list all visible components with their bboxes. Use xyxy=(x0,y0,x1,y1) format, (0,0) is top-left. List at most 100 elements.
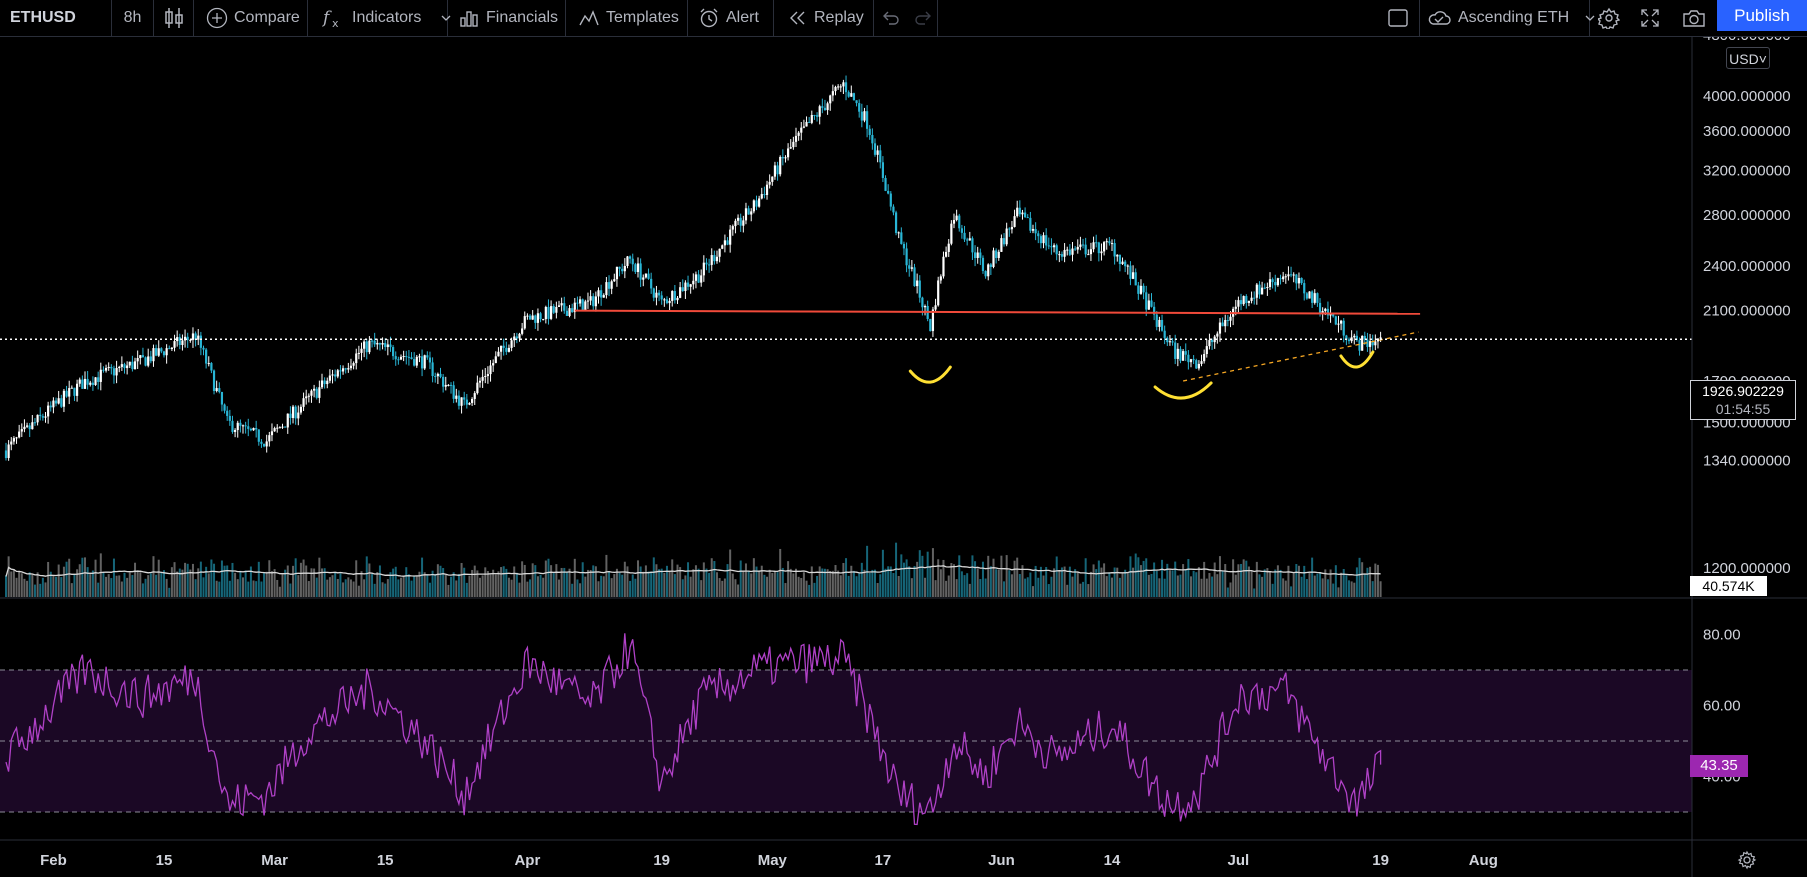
support-line[interactable] xyxy=(1182,331,1419,382)
volume-bar xyxy=(868,572,871,597)
candle xyxy=(397,356,400,365)
annotation-arc[interactable] xyxy=(1153,381,1213,400)
candle xyxy=(1068,244,1071,257)
compare-button[interactable]: Compare xyxy=(194,0,308,36)
candle xyxy=(249,427,252,432)
snapshot-button[interactable] xyxy=(1672,0,1716,36)
volume-bar xyxy=(668,570,671,597)
candle xyxy=(676,296,679,305)
candle xyxy=(626,255,629,269)
candle xyxy=(62,388,66,413)
candle xyxy=(23,419,26,433)
candle xyxy=(1084,237,1087,258)
candle xyxy=(423,354,426,370)
candle xyxy=(128,361,131,368)
chart-canvas[interactable]: 4800.000000 4000.000000 3600.000000 3200.00… xyxy=(0,37,1807,877)
candle xyxy=(12,436,15,445)
volume-bar xyxy=(436,564,439,597)
volume-bar xyxy=(360,571,363,597)
candle xyxy=(576,296,579,311)
volume-bar xyxy=(552,572,555,597)
publish-button[interactable]: Publish xyxy=(1717,0,1807,31)
volume-bar xyxy=(1305,579,1308,597)
volume-bar xyxy=(726,564,729,597)
volume-bar xyxy=(913,565,916,597)
volume-bar xyxy=(176,571,179,597)
volume-bar xyxy=(49,571,52,597)
volume-bar xyxy=(737,584,740,597)
financials-button[interactable]: Financials xyxy=(448,0,566,36)
alert-button[interactable]: Alert xyxy=(688,0,774,36)
candle xyxy=(744,202,748,225)
layout-button[interactable]: Ascending ETH xyxy=(1420,0,1595,36)
volume-bar xyxy=(845,558,848,597)
candle xyxy=(536,308,540,331)
time-axis[interactable]: Feb 15 Mar 15 Apr 19 May 17 Jun 14 Jul 19 Aug xyxy=(40,852,1498,869)
candle xyxy=(652,287,655,302)
volume-bar xyxy=(921,555,924,597)
volume-bar xyxy=(73,574,76,597)
volume-bar xyxy=(423,572,426,597)
candle xyxy=(555,301,558,319)
settings-button[interactable] xyxy=(1590,0,1628,36)
candle xyxy=(244,421,247,434)
volume-bar xyxy=(1153,562,1156,597)
candle xyxy=(729,225,732,253)
chart-settings-gear-icon[interactable] xyxy=(1737,850,1757,870)
volume-bar xyxy=(1005,555,1008,597)
redo-button[interactable] xyxy=(908,0,938,36)
fullscreen-toggle-button[interactable] xyxy=(1376,0,1420,36)
candle xyxy=(463,391,466,406)
volume-bar xyxy=(1303,565,1306,597)
candle xyxy=(1016,200,1019,218)
interval-button[interactable]: 8h xyxy=(112,0,154,36)
candle xyxy=(963,225,966,242)
undo-button[interactable] xyxy=(874,0,908,36)
chart-type-button[interactable] xyxy=(154,0,194,36)
candle xyxy=(1052,243,1056,253)
volume-bar xyxy=(97,582,100,597)
volume-bar xyxy=(821,568,824,597)
symbol-search-button[interactable]: ETHUSD xyxy=(0,0,112,36)
replay-button[interactable]: Replay xyxy=(774,0,874,36)
templates-button[interactable]: Templates xyxy=(566,0,688,36)
candle xyxy=(955,209,958,222)
volume-bar xyxy=(292,565,295,597)
candle xyxy=(360,342,363,361)
currency-selector[interactable]: USD˅ xyxy=(1726,47,1770,69)
volume-bar xyxy=(816,575,819,597)
volume-bar xyxy=(197,568,200,597)
volume-bar xyxy=(1224,564,1227,597)
annotation-arc[interactable] xyxy=(1339,350,1375,369)
volume-bar xyxy=(1182,564,1185,597)
volume-bar xyxy=(1032,586,1034,597)
time-tick-label: Mar xyxy=(261,852,288,869)
candle xyxy=(54,397,58,407)
candle xyxy=(1137,281,1140,300)
annotation-arc[interactable] xyxy=(908,365,952,384)
compare-label: Compare xyxy=(234,9,300,26)
volume-bar xyxy=(752,558,755,597)
volume-bar xyxy=(397,579,400,597)
candle xyxy=(1150,293,1153,308)
volume-bar xyxy=(929,565,932,597)
volume-bar xyxy=(1126,572,1129,597)
candle xyxy=(655,285,658,306)
volume-bar xyxy=(1003,581,1006,597)
candle xyxy=(686,275,690,291)
price-axis[interactable]: 4800.000000 4000.000000 3600.000000 3200.00… xyxy=(1703,37,1791,577)
candle xyxy=(821,98,824,114)
volume-bar xyxy=(1055,556,1058,597)
candle xyxy=(939,274,942,284)
candle xyxy=(1037,230,1040,244)
volume-bar xyxy=(987,555,990,597)
candle xyxy=(118,365,121,373)
volume-bar xyxy=(763,574,766,597)
fullscreen-button[interactable] xyxy=(1628,0,1672,36)
volume-bar xyxy=(802,572,805,597)
volume-bar xyxy=(207,573,210,597)
resistance-line[interactable] xyxy=(574,309,1421,315)
volume-bar xyxy=(879,574,882,597)
